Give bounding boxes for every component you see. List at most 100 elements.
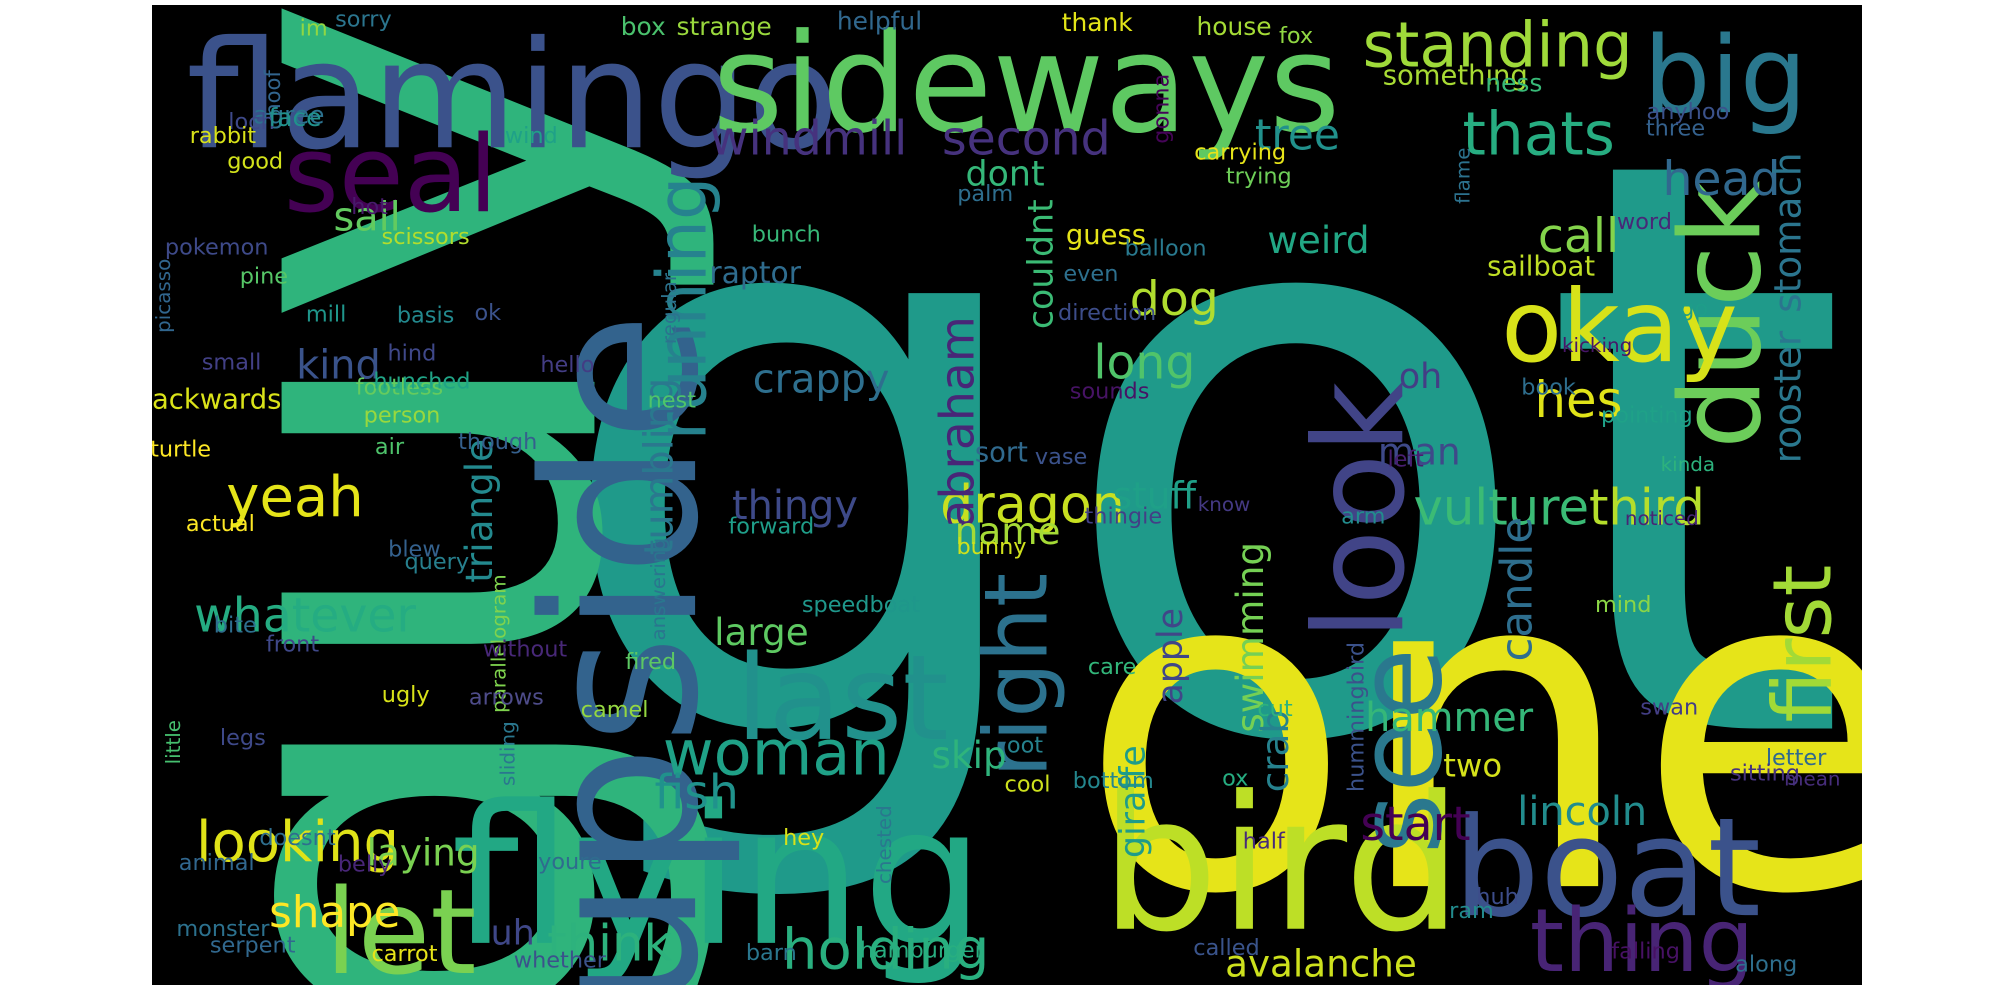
word-right: right: [965, 573, 1067, 778]
word-letter: letter: [1766, 745, 1827, 771]
word-sailboat: sailboat: [1487, 252, 1595, 283]
word-loch: loch: [228, 109, 274, 135]
word-good: good: [227, 148, 283, 174]
word-large: large: [714, 610, 809, 654]
word-thank: thank: [1062, 8, 1134, 37]
word-second: second: [942, 112, 1111, 167]
word-hot: hot: [351, 194, 388, 220]
word-bite: bite: [214, 612, 257, 638]
word-pine: pine: [240, 263, 288, 289]
word-huh: huh: [1476, 884, 1519, 910]
word-ness: ness: [1485, 69, 1542, 98]
word-forward: forward: [728, 514, 814, 540]
word-cloud-background: [152, 5, 1862, 985]
word-pokemon: pokemon: [165, 234, 269, 260]
word-box: box: [621, 12, 666, 41]
word-without: without: [483, 636, 567, 662]
word-strange: strange: [677, 12, 772, 41]
word-footless: footless: [356, 375, 443, 401]
word-sort: sort: [975, 437, 1028, 468]
word-im: im: [300, 16, 328, 42]
word-okay: okay: [1501, 270, 1738, 385]
word-face: face: [268, 103, 321, 132]
word-sail: sail: [333, 195, 400, 241]
word-chested: chested: [873, 805, 896, 884]
word-camel: camel: [581, 697, 649, 723]
word-kind: kind: [296, 342, 381, 388]
word-boat: boat: [1453, 789, 1761, 948]
word-backwards: backwards: [152, 384, 281, 415]
word-got: got: [547, 5, 1851, 916]
word-barn: barn: [746, 940, 797, 966]
word-flame: flame: [1452, 148, 1475, 204]
word-monster: monster: [176, 916, 270, 942]
word-swimming: swimming: [1228, 542, 1272, 733]
word-called: called: [1193, 935, 1259, 961]
word-picasso: picasso: [152, 259, 175, 333]
word-guess: guess: [1066, 220, 1146, 251]
word-agree: agree: [253, 100, 324, 129]
word-hind: hind: [387, 341, 436, 367]
word-head: head: [1662, 152, 1780, 207]
word-even: even: [1063, 261, 1118, 287]
word-hoof: hoof: [260, 70, 285, 117]
word-trying: trying: [1226, 164, 1292, 190]
word-mean: mean: [1784, 768, 1840, 791]
word-arrows: arrows: [469, 685, 544, 711]
word-upside: upside: [499, 312, 745, 985]
word-two: two: [1443, 747, 1502, 785]
word-book: book: [1521, 375, 1576, 401]
word-flamingo: flamingo: [186, 10, 839, 183]
word-arm: arm: [1341, 504, 1385, 530]
word-doesnt: doesnt: [259, 825, 336, 851]
word-crappy: crappy: [753, 356, 890, 402]
word-go: go: [1680, 296, 1708, 322]
word-bunny: bunny: [956, 534, 1026, 560]
word-one: one: [1079, 470, 1862, 985]
word-look: look: [1288, 381, 1432, 640]
word-hello: hello: [540, 352, 594, 378]
word-yeah: yeah: [226, 465, 363, 530]
word-see: see: [1330, 648, 1468, 855]
word-sideways: sideways: [712, 5, 1340, 164]
word-hummingbird: hummingbird: [1344, 642, 1370, 792]
word-legs: legs: [220, 725, 266, 751]
word-standing: standing: [1363, 8, 1633, 81]
word-parallelogram: parallelogram: [488, 574, 511, 713]
word-speedboat: speedboat: [802, 592, 920, 618]
word-fired: fired: [625, 649, 676, 675]
word-tree: tree: [1255, 110, 1340, 159]
word-bottom: bottom: [1073, 768, 1154, 794]
word-oh: oh: [1399, 357, 1442, 397]
word-hunched: hunched: [373, 368, 470, 394]
word-three: three: [1646, 115, 1705, 141]
word-regular: regular: [658, 272, 681, 344]
word-laying: laying: [367, 830, 480, 874]
word-thing: thing: [1530, 890, 1754, 985]
word-noticed: noticed: [1625, 507, 1699, 530]
word-sorry: sorry: [335, 7, 392, 33]
word-though: though: [458, 429, 537, 455]
word-swan: swan: [1640, 695, 1698, 721]
word-ox: ox: [1222, 765, 1248, 791]
word-falling: falling: [1611, 939, 1680, 965]
word-mind: mind: [1595, 592, 1651, 618]
word-belly: belly: [338, 851, 392, 877]
word-name: name: [955, 509, 1061, 553]
word-small: small: [202, 349, 262, 375]
word-actual: actual: [186, 511, 255, 537]
word-raptor: raptor: [709, 256, 801, 291]
word-hammer: hammer: [1365, 695, 1534, 741]
word-running: running: [643, 177, 722, 441]
word-nest: nest: [648, 387, 697, 413]
word-avalanche: avalanche: [1225, 942, 1417, 986]
word-thats: thats: [1463, 100, 1615, 169]
word-hamburger: hamburger: [860, 937, 985, 963]
word-scissors: scissors: [382, 224, 470, 250]
word-animal: animal: [179, 850, 255, 876]
word-flying: flying: [451, 765, 985, 985]
word-couldnt: couldnt: [1021, 199, 1061, 329]
word-windmill: windmill: [710, 112, 907, 167]
word-vulture: vulture: [1414, 478, 1590, 536]
word-turtle: turtle: [152, 437, 211, 463]
